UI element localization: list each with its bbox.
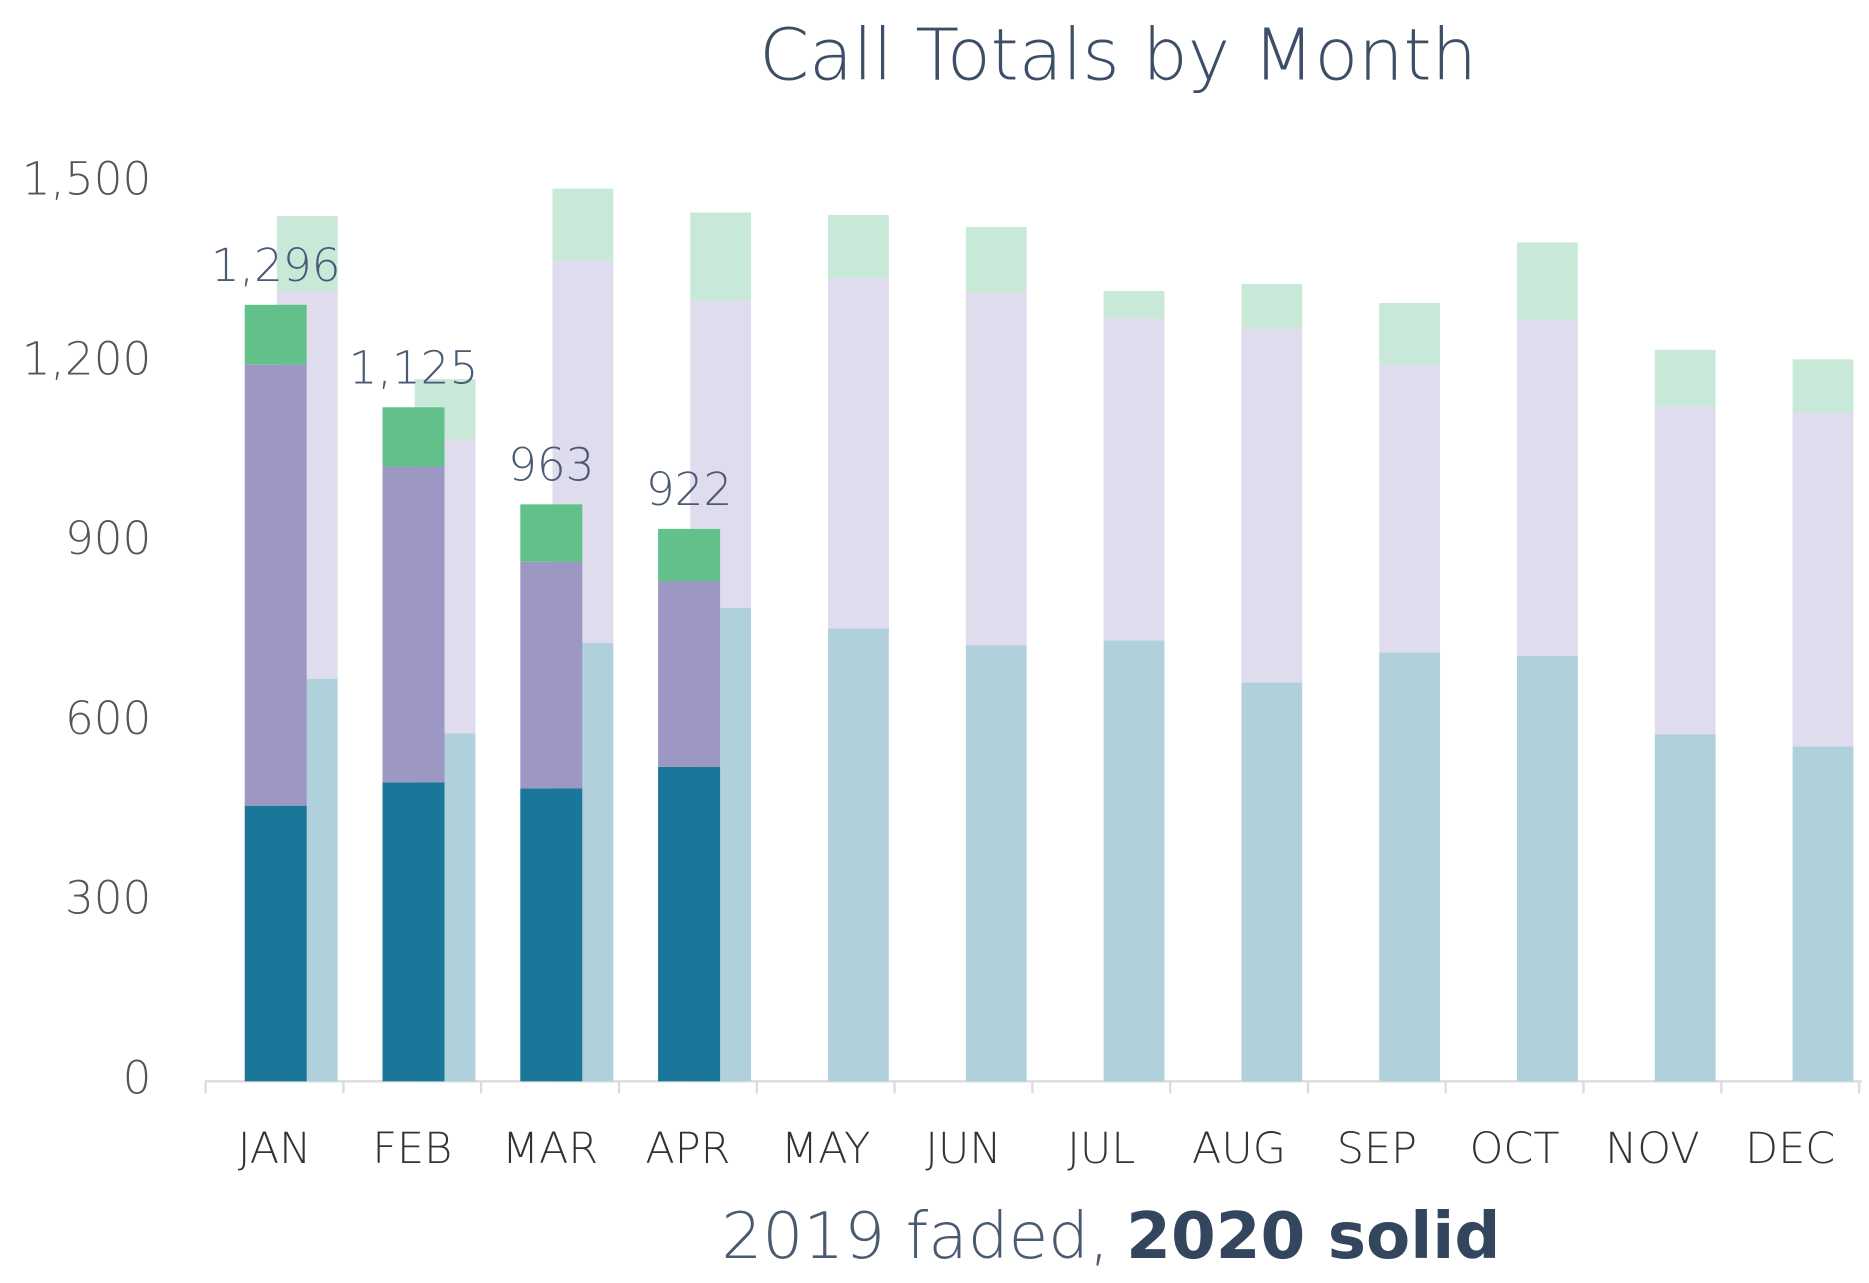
bar-segment: [1379, 364, 1441, 653]
bar-segment: [552, 188, 614, 260]
x-tick-label: OCT: [1470, 1124, 1560, 1174]
total-label: 1,296: [211, 239, 341, 292]
bar-segment: [1654, 734, 1716, 1082]
bar-segment: [658, 766, 721, 1082]
bar-segment: [1792, 412, 1854, 747]
bar-segment: [1103, 318, 1165, 641]
bar-segment: [520, 504, 583, 562]
bar-segment: [382, 466, 445, 783]
bar-segment: [520, 788, 583, 1082]
x-tick-label: JUN: [925, 1124, 1001, 1174]
bar-segment: [1241, 682, 1303, 1082]
bar-segment: [1517, 319, 1578, 656]
bar-segment: [244, 304, 307, 365]
x-tick-label: JUL: [1067, 1124, 1135, 1174]
bar-segment: [382, 782, 445, 1082]
bar-segment: [1654, 349, 1716, 407]
bar-segment: [244, 805, 307, 1082]
bar-segment: [1241, 283, 1303, 329]
total-label: 1,125: [349, 342, 479, 395]
bar-segment: [276, 216, 338, 292]
x-tick-label: MAY: [781, 1124, 870, 1174]
bar-segment: [1792, 359, 1854, 413]
y-tick-label: 900: [65, 512, 151, 565]
x-tick-label: NOV: [1605, 1124, 1699, 1174]
bar-segment: [828, 628, 889, 1082]
x-tick-label: FEB: [372, 1124, 452, 1174]
y-tick-label: 600: [65, 692, 151, 745]
bar-segment: [1103, 291, 1165, 319]
y-tick-label: 1,200: [22, 332, 152, 385]
bar-segment: [1517, 655, 1578, 1082]
subtitle-faded: 2019 faded,: [721, 1198, 1109, 1273]
bar-segment: [1379, 303, 1441, 365]
bar-segment: [520, 561, 583, 789]
x-tick-label: AUG: [1192, 1124, 1286, 1174]
bar-segment: [965, 226, 1027, 293]
bar-segment: [690, 212, 752, 301]
x-tick-label: APR: [645, 1124, 730, 1174]
bar-segment: [1379, 652, 1441, 1082]
bar-segment: [965, 645, 1027, 1082]
x-tick-label: MAR: [502, 1124, 598, 1174]
y-tick-label: 300: [65, 872, 151, 925]
total-label: 922: [646, 463, 732, 516]
bar-segment: [1517, 242, 1578, 320]
bar-segment: [828, 277, 889, 629]
bar-segment: [658, 528, 721, 582]
total-label: 963: [508, 439, 594, 492]
bar-segment: [828, 214, 889, 278]
y-tick-label: 0: [123, 1051, 152, 1104]
bar-segment: [244, 364, 307, 806]
x-tick-label: JAN: [238, 1124, 311, 1174]
bar-segment: [658, 581, 721, 767]
bar-segment: [965, 292, 1027, 646]
chart-title: Call Totals by Month: [759, 13, 1477, 96]
bar-segment: [382, 407, 445, 467]
bar-segment: [1103, 640, 1165, 1082]
bar-segment: [1792, 746, 1854, 1082]
subtitle-solid: 2020 solid: [1126, 1198, 1500, 1273]
chart-subtitle: 2019 faded, 2020 solid: [721, 1198, 1500, 1273]
bar-segment: [1654, 406, 1716, 735]
y-tick-label: 1,500: [22, 153, 152, 206]
bar-segment: [1241, 328, 1303, 683]
x-tick-label: SEP: [1337, 1124, 1417, 1174]
x-tick-label: DEC: [1745, 1124, 1835, 1174]
